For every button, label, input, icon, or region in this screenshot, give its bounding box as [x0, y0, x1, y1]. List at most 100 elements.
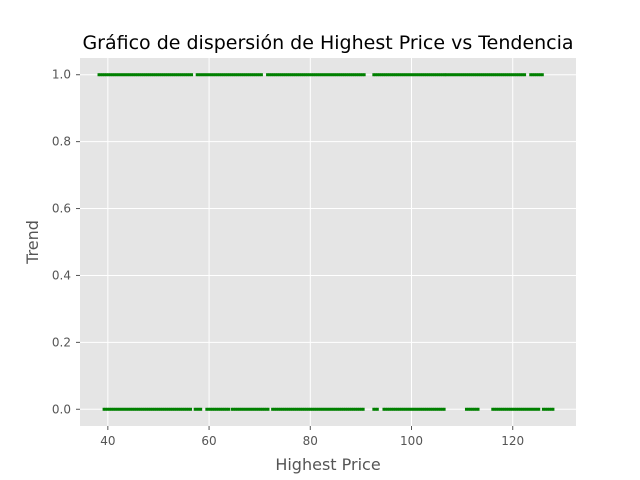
data-point [219, 407, 222, 411]
data-point [471, 73, 474, 77]
data-point [102, 407, 105, 411]
data-point [167, 407, 170, 411]
data-point [360, 407, 363, 411]
data-point [293, 407, 296, 411]
data-point [443, 73, 446, 77]
data-point [537, 73, 540, 77]
data-point [414, 73, 418, 77]
data-point [392, 73, 395, 77]
data-point [404, 407, 408, 411]
y-axis-label: Trend [23, 220, 42, 265]
data-point [374, 73, 377, 77]
data-point [503, 73, 506, 77]
data-point [491, 407, 494, 411]
data-point [234, 73, 237, 77]
data-point [505, 407, 508, 411]
data-point [127, 73, 131, 77]
data-point [529, 407, 533, 411]
data-point [156, 73, 159, 77]
data-point [515, 73, 518, 77]
data-point [117, 73, 121, 77]
data-point [266, 73, 269, 77]
data-point [111, 73, 115, 77]
data-point [279, 407, 282, 411]
data-point [533, 73, 536, 77]
data-point [207, 73, 211, 77]
data-point [464, 73, 468, 77]
data-point [321, 407, 325, 411]
data-point [278, 73, 281, 77]
data-point [313, 407, 317, 411]
data-point [355, 73, 358, 77]
data-point [217, 73, 221, 77]
data-point [450, 73, 454, 77]
data-point [340, 73, 344, 77]
data-point [164, 73, 167, 77]
data-point [294, 73, 297, 77]
data-point [195, 407, 199, 411]
data-point [446, 73, 450, 77]
data-point [310, 73, 314, 77]
data-point [545, 407, 549, 411]
data-point [539, 73, 542, 77]
data-point [314, 73, 318, 77]
data-point [240, 73, 243, 77]
data-point [227, 407, 230, 411]
data-point [505, 73, 508, 77]
data-point [422, 73, 426, 77]
data-point [315, 407, 319, 411]
data-point [189, 407, 193, 411]
data-point [230, 73, 233, 77]
data-point [473, 73, 476, 77]
data-point [205, 73, 209, 77]
data-point [172, 73, 175, 77]
data-point [541, 73, 544, 77]
data-point [147, 407, 150, 411]
data-point [332, 73, 336, 77]
data-point [402, 73, 406, 77]
data-point [356, 407, 359, 411]
data-point [213, 407, 216, 411]
data-point [284, 73, 287, 77]
data-point [406, 73, 410, 77]
data-point [349, 73, 352, 77]
data-point [209, 407, 212, 411]
data-point [319, 407, 323, 411]
data-point [254, 73, 257, 77]
data-point [177, 407, 180, 411]
data-point [481, 73, 484, 77]
data-point [495, 407, 498, 411]
data-point [342, 73, 346, 77]
data-point [491, 73, 494, 77]
data-point [170, 73, 173, 77]
data-point [238, 407, 242, 411]
data-point [489, 73, 492, 77]
data-point [282, 73, 285, 77]
data-point [197, 73, 201, 77]
data-point [336, 73, 340, 77]
data-point [268, 73, 271, 77]
data-point [519, 73, 523, 77]
chart-title: Gráfico de dispersión de Highest Price v… [82, 32, 573, 54]
data-point [106, 407, 110, 411]
data-point [398, 73, 402, 77]
data-point [384, 73, 387, 77]
data-point [157, 407, 160, 411]
data-point [291, 407, 294, 411]
data-point [341, 407, 345, 411]
data-point [388, 407, 391, 411]
data-point [363, 73, 366, 77]
data-point [408, 407, 412, 411]
data-point [232, 407, 236, 411]
data-point [159, 407, 162, 411]
data-point [274, 73, 277, 77]
data-point [107, 73, 111, 77]
data-point [386, 73, 389, 77]
data-point [221, 407, 224, 411]
data-point [527, 407, 531, 411]
data-point [304, 73, 307, 77]
data-point [535, 407, 539, 411]
data-point [109, 73, 113, 77]
data-point [254, 407, 258, 411]
data-point [116, 407, 120, 411]
